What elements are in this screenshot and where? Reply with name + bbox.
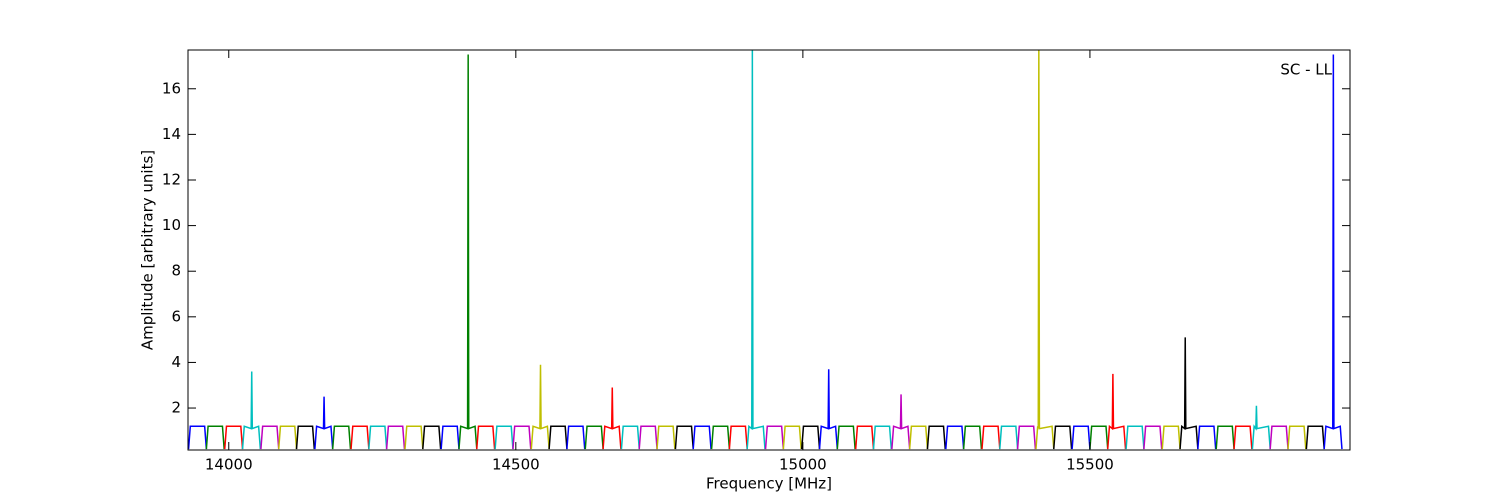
y-tick-label: 10: [162, 216, 181, 234]
spectrum-line: [1269, 425, 1289, 450]
spectrum-line: [764, 425, 785, 450]
spectrum-line: [1287, 425, 1307, 450]
spectrum-line: [1161, 425, 1181, 450]
spectrum-line: [872, 425, 893, 450]
spectrum-line: [800, 425, 821, 450]
spectrum-line: [1016, 425, 1037, 450]
y-tick-label: 12: [162, 170, 181, 188]
spectrum-line: [981, 425, 1001, 450]
spectrum-line: [962, 425, 983, 450]
spectrum-line: [836, 425, 856, 450]
spectrum-line: [404, 425, 424, 450]
spectrum-line: [295, 425, 316, 450]
spectrum-line: [746, 50, 766, 450]
spectrum-line: [476, 425, 496, 450]
spectrum-line: [818, 369, 839, 450]
spectrum-line: [241, 371, 262, 450]
plot-area: [188, 50, 1343, 450]
spectrum-line: [1179, 337, 1199, 450]
spectrum-line: [277, 425, 298, 450]
y-tick-label: 6: [171, 307, 181, 325]
spectrum-line: [1323, 54, 1343, 450]
spectrum-line: [620, 425, 640, 450]
spectrum-line: [1053, 425, 1073, 450]
spectrum-line: [656, 425, 676, 450]
spectrum-line: [926, 425, 946, 450]
spectrum-line: [945, 425, 965, 450]
spectrum-line: [854, 425, 875, 450]
spectrum-line: [1215, 425, 1235, 450]
x-tick-label: 15000: [779, 456, 827, 474]
spectrum-line: [1143, 425, 1163, 450]
spectrum-line: [205, 425, 225, 450]
spectrum-line: [891, 394, 911, 450]
spectrum-line: [314, 396, 334, 450]
spectrum-line: [385, 425, 406, 450]
spectrum-line: [1035, 50, 1055, 450]
x-tick-label: 15500: [1066, 456, 1114, 474]
spectrum-line: [350, 425, 370, 450]
y-axis-label: Amplitude [arbitrary units]: [139, 150, 157, 350]
spectrum-line: [1089, 425, 1109, 450]
spectrum-line: [999, 425, 1019, 450]
spectrum-line: [440, 425, 460, 450]
y-tick-label: 2: [171, 399, 181, 417]
x-tick-label: 14500: [492, 456, 540, 474]
x-tick-label: 14000: [205, 456, 253, 474]
spectrum-line: [638, 425, 658, 450]
x-axis-label: Frequency [MHz]: [706, 475, 832, 493]
spectrum-line: [260, 425, 280, 450]
y-tick-label: 14: [162, 125, 181, 143]
y-tick-label: 8: [171, 262, 181, 280]
y-tick-label: 16: [162, 79, 181, 97]
spectrum-line: [782, 425, 802, 450]
spectrum-line: [1197, 425, 1217, 450]
spectrum-line: [422, 425, 442, 450]
spectrum-line: [674, 425, 694, 450]
spectrum-line: [1305, 425, 1325, 450]
spectrum-line: [1251, 405, 1271, 450]
spectrum-line: [331, 425, 352, 450]
spectrum-line: [1071, 425, 1091, 450]
spectrum-line: [1125, 425, 1145, 450]
spectrum-line: [1233, 425, 1253, 450]
spectrum-line: [188, 425, 208, 450]
spectrum-line: [530, 364, 550, 450]
spectrum-line: [692, 425, 712, 450]
spectrum-line: [728, 425, 748, 450]
spectrum-line: [368, 425, 388, 450]
y-tick-label: 4: [171, 353, 181, 371]
spectrum-line: [494, 425, 514, 450]
spectrum-line: [458, 54, 478, 450]
annotation: SC - LL: [1280, 61, 1332, 79]
spectrum-line: [584, 425, 604, 450]
spectrum-line: [566, 425, 586, 450]
spectrum-line: [710, 425, 731, 450]
spectrum-line: [602, 387, 622, 450]
spectrum-line: [548, 425, 568, 450]
spectrum-line: [1106, 373, 1127, 450]
axes-frame: [187, 49, 1351, 451]
spectrum-line: [908, 425, 929, 450]
spectrum-line: [223, 425, 244, 450]
spectrum-line: [512, 425, 532, 450]
